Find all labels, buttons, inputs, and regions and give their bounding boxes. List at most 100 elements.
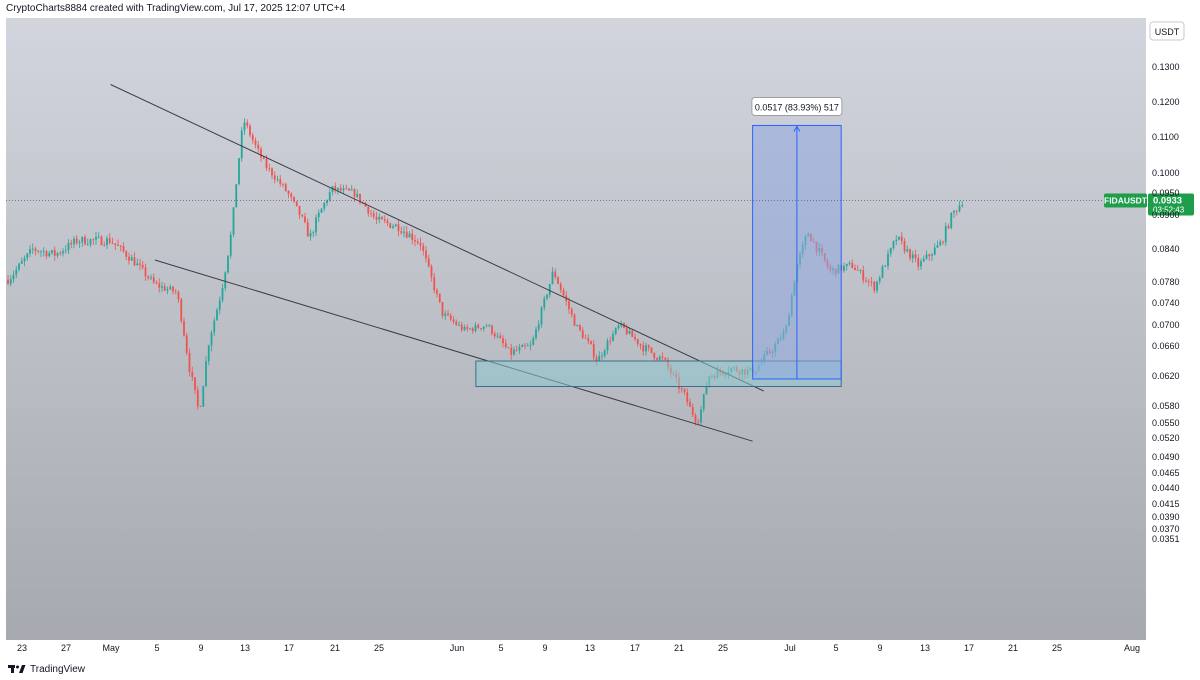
candle-body xyxy=(172,286,174,292)
candle-body xyxy=(702,394,705,410)
candle-body xyxy=(370,213,372,215)
candle xyxy=(895,235,898,246)
candle-body xyxy=(20,261,23,264)
candle-body xyxy=(221,288,224,301)
candle xyxy=(590,340,592,345)
candle xyxy=(477,323,480,329)
candle xyxy=(372,210,375,220)
time-tick-label: 5 xyxy=(833,643,838,653)
candle xyxy=(15,265,18,279)
time-axis: 23 27 May 5 9 13 17 21 25 Jun 5 9 13 17 21 25 Jul 5 9 13 17 2… xyxy=(17,643,1140,653)
price-tick-label: 0.0950 xyxy=(1152,188,1180,198)
candle xyxy=(642,341,645,356)
candle xyxy=(441,301,444,319)
candle-body xyxy=(422,245,425,251)
candle-body xyxy=(150,277,152,279)
candle-body xyxy=(917,258,920,267)
candle xyxy=(309,229,312,241)
candle xyxy=(183,317,185,337)
time-tick-label: 9 xyxy=(877,643,882,653)
time-tick-label: 5 xyxy=(154,643,159,653)
candle-body xyxy=(315,217,317,233)
candle xyxy=(697,418,700,425)
candle xyxy=(455,319,458,327)
candle xyxy=(845,263,848,271)
candle xyxy=(537,320,540,333)
candle xyxy=(130,254,133,261)
price-tick-label: 0.0700 xyxy=(1152,320,1180,330)
candle-body xyxy=(584,337,587,339)
candle-body xyxy=(947,226,950,229)
candle xyxy=(152,273,155,285)
candle xyxy=(232,207,235,238)
candle-body xyxy=(559,283,562,291)
candle-body xyxy=(664,357,667,360)
candle-body xyxy=(686,392,689,402)
time-tick-label: 25 xyxy=(718,643,728,653)
candle xyxy=(218,296,221,315)
price-tick-label: 0.0440 xyxy=(1152,483,1180,493)
candle-body xyxy=(661,356,664,358)
candle xyxy=(562,287,565,298)
plot-background xyxy=(6,18,1146,640)
candle xyxy=(700,405,702,426)
candle-body xyxy=(271,168,273,176)
candle-body xyxy=(15,269,18,275)
candle-body xyxy=(163,286,166,291)
candle xyxy=(884,264,887,267)
candle-body xyxy=(639,343,642,346)
candle-body xyxy=(427,258,430,267)
candle xyxy=(557,275,559,285)
candle xyxy=(282,182,284,188)
candle xyxy=(194,377,196,395)
candle-body xyxy=(961,205,964,206)
candle-body xyxy=(595,357,598,361)
candle xyxy=(328,188,331,202)
candle xyxy=(614,327,617,336)
candle-body xyxy=(870,281,873,283)
candle xyxy=(554,268,557,280)
candle xyxy=(510,343,513,360)
candle xyxy=(40,249,42,257)
candle xyxy=(92,238,95,245)
candle xyxy=(430,264,433,282)
candle xyxy=(579,324,581,332)
candle-body xyxy=(122,245,125,252)
candle xyxy=(342,184,345,195)
candle xyxy=(306,218,309,237)
footer: TradingView xyxy=(8,661,85,677)
tradingview-logo-icon xyxy=(8,665,26,673)
countdown-value: 03:52:43 xyxy=(1153,205,1185,214)
candle xyxy=(271,167,273,180)
candle-body xyxy=(488,325,491,327)
candle-body xyxy=(183,321,185,336)
candle xyxy=(56,252,59,258)
candle-body xyxy=(243,122,246,131)
candlestick-chart[interactable]: 0.0517 (83.93%) 517 FIDAUSDT 0.093303:52:4… xyxy=(0,18,1200,658)
candle xyxy=(141,260,144,270)
candle-body xyxy=(554,271,557,278)
candle-body xyxy=(903,241,906,252)
candle-body xyxy=(529,344,532,346)
chart-attribution: CryptoCharts8884 created with TradingVie… xyxy=(6,3,346,14)
candle xyxy=(504,339,507,349)
candle-body xyxy=(188,352,191,372)
candle-body xyxy=(689,401,691,407)
candle xyxy=(601,352,603,361)
trendline xyxy=(110,84,764,392)
candle xyxy=(422,242,425,256)
candle xyxy=(287,189,290,199)
candle-body xyxy=(540,307,543,325)
candle-body xyxy=(898,236,900,240)
candle xyxy=(540,306,543,328)
candle-body xyxy=(40,251,42,253)
candle-body xyxy=(645,345,647,352)
candle xyxy=(639,343,642,350)
candle xyxy=(7,275,9,286)
candle xyxy=(53,246,56,261)
candle xyxy=(375,211,378,225)
candle-body xyxy=(51,250,53,253)
candle xyxy=(953,209,955,218)
candle xyxy=(576,324,579,327)
candle xyxy=(856,265,859,271)
